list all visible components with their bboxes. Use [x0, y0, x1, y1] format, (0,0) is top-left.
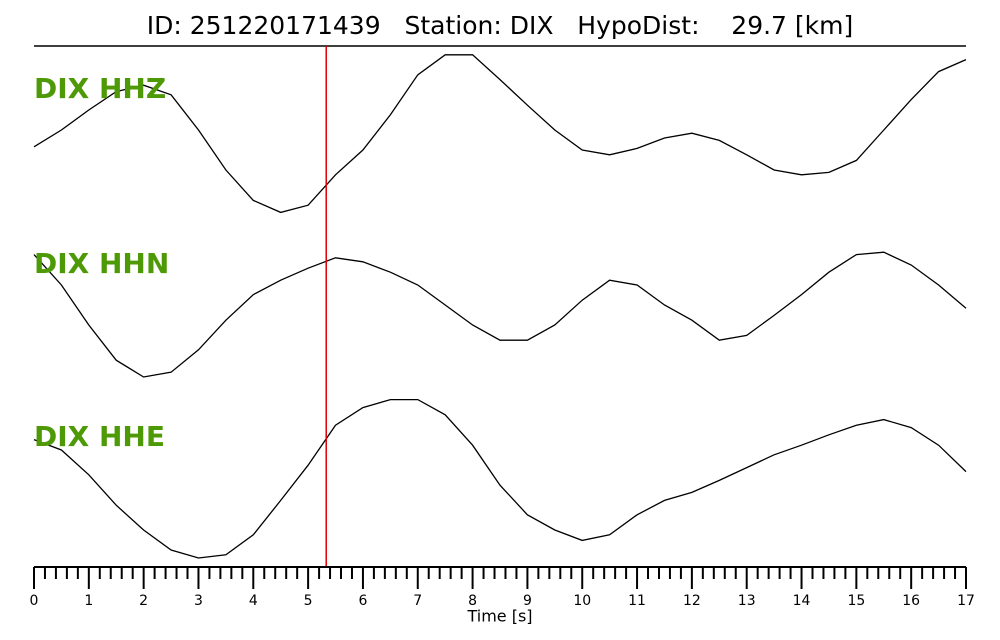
chart-title: ID: 251220171439 Station: DIX HypoDist: …: [147, 11, 853, 40]
trace: [33, 398, 967, 559]
x-tick-label: 3: [194, 593, 203, 609]
trace-label: DIX HHN: [34, 247, 169, 280]
x-tick-label: 7: [413, 593, 422, 609]
x-tick-label: 6: [358, 593, 367, 609]
x-tick-label: 1: [84, 593, 93, 609]
x-tick-label: 14: [793, 593, 811, 609]
trace-label: DIX HHZ: [34, 72, 166, 105]
x-tick-label: 8: [468, 593, 477, 609]
x-tick-label: 9: [523, 593, 532, 609]
x-tick-label: 5: [304, 593, 313, 609]
trace: [33, 251, 967, 378]
x-tick-label: 15: [847, 593, 865, 609]
trace: [33, 54, 967, 214]
x-tick-label: 4: [249, 593, 258, 609]
x-tick-label: 0: [30, 593, 39, 609]
x-tick-label: 10: [573, 593, 591, 609]
trace-label: DIX HHE: [34, 420, 165, 453]
x-tick-label: 2: [139, 593, 148, 609]
x-tick-label: 11: [628, 593, 646, 609]
x-tick-label: 16: [902, 593, 920, 609]
x-tick-label: 17: [957, 593, 975, 609]
x-tick-label: 12: [683, 593, 701, 609]
x-axis-label: Time [s]: [466, 607, 532, 626]
x-tick-label: 13: [738, 593, 756, 609]
